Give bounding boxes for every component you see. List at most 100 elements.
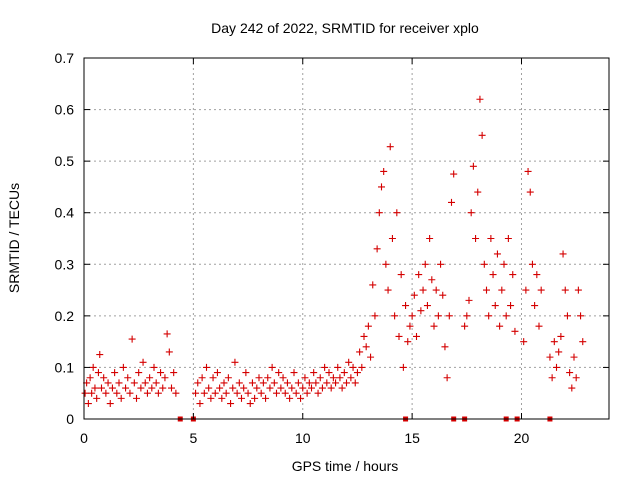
data-point <box>364 322 372 330</box>
data-point <box>146 374 154 382</box>
y-tick-label: 0.3 <box>55 256 75 272</box>
data-point <box>248 379 256 387</box>
data-point <box>220 379 228 387</box>
data-point <box>356 348 364 356</box>
data-point <box>428 276 436 284</box>
data-point <box>238 394 245 402</box>
data-point <box>196 400 204 408</box>
data-point <box>570 353 578 361</box>
data-point <box>509 271 517 279</box>
data-point <box>141 379 149 387</box>
data-point <box>124 374 132 382</box>
data-point <box>318 384 326 392</box>
data-point <box>550 338 558 346</box>
data-point <box>388 235 396 242</box>
grid-lines <box>84 58 609 419</box>
data-point <box>426 235 434 242</box>
data-point <box>209 374 217 382</box>
data-point <box>463 312 471 320</box>
data-point <box>358 363 366 371</box>
data-point <box>555 348 563 356</box>
data-point <box>522 286 530 294</box>
data-point <box>113 389 121 397</box>
data-point <box>572 374 580 382</box>
data-point <box>159 384 167 392</box>
data-point <box>430 322 438 330</box>
data-point <box>485 312 493 320</box>
data-point <box>308 384 315 392</box>
data-point <box>483 286 490 294</box>
data-point <box>255 374 263 382</box>
data-point <box>119 363 127 371</box>
data-point <box>192 389 200 397</box>
data-point <box>417 307 425 315</box>
data-point <box>150 363 158 371</box>
data-point <box>345 358 353 366</box>
data-point <box>235 379 243 387</box>
data-point <box>143 389 151 397</box>
data-point <box>154 389 162 397</box>
data-point <box>500 260 508 268</box>
y-tick-label: 0.2 <box>55 308 75 324</box>
data-point <box>168 384 175 392</box>
data-points <box>81 95 587 408</box>
data-point <box>467 209 475 217</box>
data-point <box>133 394 140 402</box>
data-point <box>520 338 528 346</box>
data-point <box>273 389 280 397</box>
y-axis-label: SRMTID / TECUs <box>6 183 22 293</box>
data-point <box>216 384 224 392</box>
data-point <box>257 389 265 397</box>
data-point <box>290 369 298 377</box>
data-point <box>434 312 442 320</box>
data-point <box>288 384 296 392</box>
data-point <box>559 250 567 258</box>
data-point <box>126 389 134 397</box>
data-point <box>402 302 410 310</box>
data-point <box>84 400 92 408</box>
data-point <box>111 369 119 377</box>
data-point <box>526 188 534 196</box>
data-point <box>244 389 252 397</box>
data-point <box>297 394 305 402</box>
data-point <box>391 312 399 320</box>
chart-title: Day 242 of 2022, SRMTID for receiver xpl… <box>211 20 479 36</box>
axis-ticks: 0 0.1 0.2 0.3 0.4 0.5 0.6 0.7 0 5 10 15 20 <box>55 50 609 446</box>
data-point <box>152 379 160 387</box>
data-point <box>161 374 169 382</box>
data-point <box>86 374 94 382</box>
data-point <box>343 379 350 387</box>
data-point <box>137 384 145 392</box>
data-point <box>240 384 248 392</box>
data-point <box>397 271 405 279</box>
data-point <box>262 394 270 402</box>
data-point <box>413 332 420 340</box>
data-point <box>445 312 453 320</box>
data-point <box>301 374 309 382</box>
data-point <box>448 198 455 206</box>
data-point <box>157 369 165 377</box>
data-point <box>203 363 210 371</box>
data-point <box>491 302 499 310</box>
data-point <box>108 384 116 392</box>
data-point <box>325 369 333 377</box>
data-point <box>419 286 427 294</box>
data-point <box>135 369 143 377</box>
x-axis-label: GPS time / hours <box>292 458 399 474</box>
data-point <box>406 322 414 330</box>
data-point <box>574 286 582 294</box>
data-point <box>535 322 543 330</box>
data-point <box>222 389 230 397</box>
data-point <box>227 400 235 408</box>
data-point <box>548 374 556 382</box>
data-point <box>321 363 329 371</box>
y-tick-label: 0.4 <box>55 205 75 221</box>
data-point <box>502 312 510 320</box>
data-point <box>476 95 484 103</box>
data-point <box>566 369 574 377</box>
data-point <box>437 260 445 268</box>
data-point <box>305 379 313 387</box>
data-point <box>275 369 283 377</box>
data-point <box>115 379 123 387</box>
data-point <box>251 394 259 402</box>
